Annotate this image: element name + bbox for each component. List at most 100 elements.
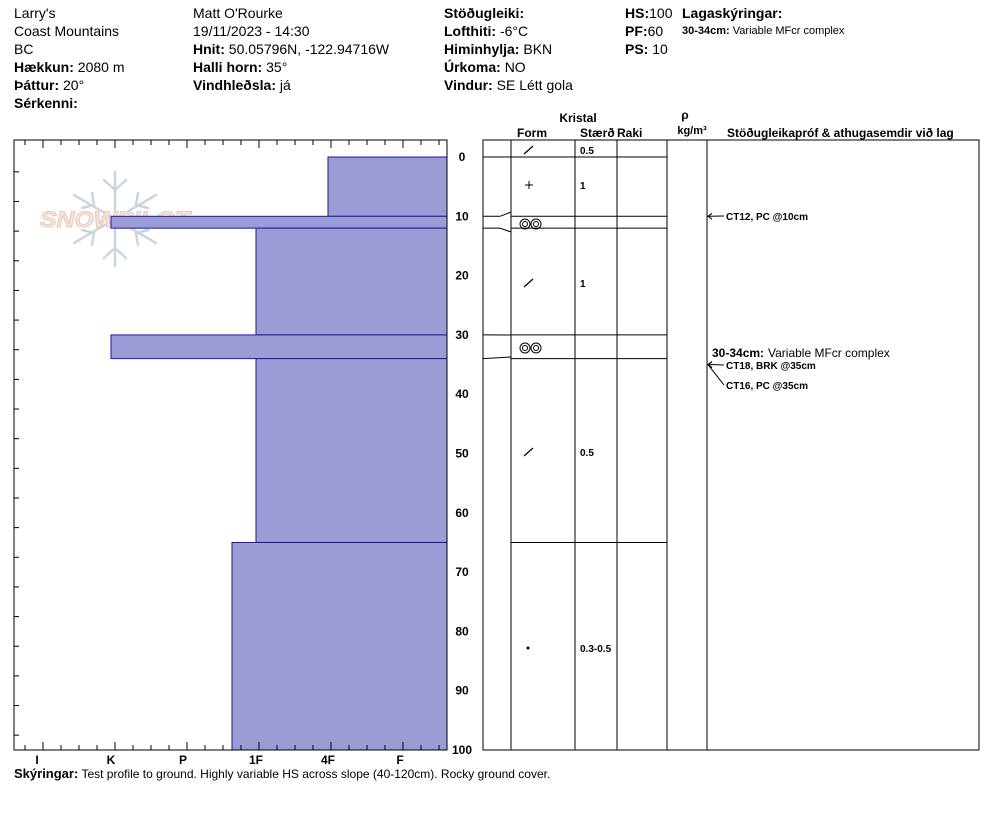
depth-label-70: 70: [455, 565, 469, 579]
observation-datetime: 19/11/2023 - 14:30: [193, 23, 310, 39]
observer-name: Matt O'Rourke: [193, 5, 283, 21]
air-temp-row: Lofthiti: -6°C: [444, 23, 529, 39]
depth-label-20: 20: [455, 269, 469, 283]
grain-size-6: 0.3-0.5: [580, 644, 612, 655]
slope-row: Halli horn: 35°: [193, 59, 288, 75]
size-header: Stærð: [580, 126, 615, 140]
precip-value: NO: [504, 59, 526, 75]
layer-table: [482, 139, 980, 751]
wind-loading-row: Vindhleðsla: já: [193, 77, 291, 93]
decomposing-fragment-icon: [523, 447, 534, 457]
aspect-row: Þáttur: 20°: [14, 77, 85, 93]
stability-test-1: CT18, BRK @35cm: [707, 361, 816, 372]
hs-row: HS:100: [625, 5, 673, 21]
header-col-4: HS:100 PF:60 PS: 10: [625, 4, 672, 58]
depth-label-90: 90: [455, 684, 469, 698]
coords-value: 50.05796N, -122.94716W: [228, 41, 390, 57]
footer-label: Skýringar:: [14, 766, 79, 781]
new-snow-icon: [525, 181, 533, 189]
elevation-row: Hækkun: 2080 m: [14, 59, 125, 75]
depth-axis-labels: 0 10 20 30 40 50 60 70 80 90 100: [452, 150, 472, 757]
header-col-1: Larry's Coast Mountains BC Hækkun: 2080 …: [14, 4, 125, 112]
aspect-value: 20°: [63, 77, 85, 93]
stability-test-0: CT12, PC @10cm: [707, 212, 808, 223]
grain-size-0: 0.5: [580, 146, 594, 157]
footer-notes: Skýringar: Test profile to ground. Highl…: [14, 766, 550, 781]
header-col-3: Stöðugleiki: Lofthiti: -6°C Himinhylja: …: [444, 4, 573, 94]
features-row: Sérkenni:: [14, 95, 78, 111]
header-col-2: Matt O'Rourke 19/11/2023 - 14:30 Hnit: 5…: [193, 4, 389, 94]
melt-freeze-crust-icon: [519, 342, 542, 354]
stability-test-label-2: CT16, PC @35cm: [726, 381, 808, 392]
crystal-header: Kristal: [559, 111, 596, 125]
depth-label-30: 30: [455, 328, 469, 342]
rho-header: ρ: [681, 108, 688, 122]
sky-value: BKN: [523, 41, 553, 57]
grain-size-3: 1: [580, 279, 586, 290]
layer-notes-title: Lagaskýringar:: [682, 5, 783, 21]
wind-loading-value: já: [279, 77, 291, 93]
decomposing-fragment-icon: [523, 145, 534, 155]
hardness-axis-ticks: [14, 140, 440, 750]
stability-test-label-0: CT12, PC @10cm: [726, 212, 808, 223]
hardness-bar-4: [255, 358, 448, 543]
depth-label-0: 0: [459, 150, 466, 164]
range-name: Coast Mountains: [14, 23, 120, 39]
layer-boundaries: [482, 156, 667, 751]
form-header: Form: [517, 126, 547, 140]
stability-test-2: CT16, PC @35cm: [707, 361, 808, 392]
header-col-5: Lagaskýringar: 30-34cm: Variable MFcr co…: [682, 4, 844, 40]
hardness-bar-5: [231, 541, 448, 751]
hardness-label-F: F: [396, 753, 403, 767]
hardness-bar-0: [327, 156, 448, 217]
depth-label-50: 50: [455, 447, 469, 461]
footer-text: Test profile to ground. Highly variable …: [81, 767, 551, 781]
ps-value: 10: [652, 41, 668, 57]
hardness-bar-3: [110, 334, 448, 360]
melt-freeze-crust-icon: [519, 218, 542, 230]
hs-value: 100: [649, 5, 673, 21]
hardness-bar-2: [255, 227, 448, 336]
stability-tests: CT12, PC @10cm CT18, BRK @35cm CT16, PC @3…: [707, 212, 816, 392]
wind-row: Vindur: SE Létt gola: [444, 77, 573, 93]
hardness-label-4F: 4F: [321, 753, 335, 767]
layer-note-row: 30-34cm: Variable MFcr complex: [682, 25, 845, 37]
density-unit-header: kg/m³: [677, 125, 707, 137]
elevation-value: 2080 m: [77, 59, 125, 75]
comment-range: 30-34cm:: [712, 346, 764, 360]
depth-label-60: 60: [455, 506, 469, 520]
hardness-plot-frame: [13, 139, 448, 751]
air-temp-value: -6°C: [499, 23, 529, 39]
layer-note-text: Variable MFcr complex: [732, 25, 845, 37]
hardness-label-1F: 1F: [249, 753, 263, 767]
depth-label-40: 40: [455, 387, 469, 401]
layer-connector-1: [483, 227, 512, 233]
wind-value: SE Létt gola: [496, 77, 573, 93]
layer-connector-0: [483, 211, 512, 217]
layer-rows: 0.5 1 1 0.5 0.3-0.5: [519, 145, 612, 655]
depth-label-100: 100: [452, 743, 472, 757]
slope-value: 35°: [266, 59, 288, 75]
layer-connector-b1: [482, 356, 512, 360]
stability-row: Stöðugleiki:: [444, 5, 525, 21]
precip-row: Úrkoma: NO: [444, 59, 526, 75]
layer-table-border: [482, 139, 980, 751]
sky-row: Himinhylja: BKN: [444, 41, 553, 57]
grain-size-5: 0.5: [580, 448, 594, 459]
moisture-header: Raki: [617, 126, 642, 140]
hardness-label-P: P: [179, 753, 187, 767]
hardness-axis-labels: I K P 1F 4F F: [35, 753, 403, 767]
hardness-bars: [110, 156, 448, 751]
pf-value: 60: [647, 23, 664, 39]
location-name: Larry's: [14, 5, 56, 21]
hardness-label-I: I: [35, 753, 38, 767]
hardness-bar-1: [110, 215, 448, 229]
rounded-grain-icon: [526, 646, 530, 650]
pf-row: PF:60: [625, 23, 664, 39]
stability-test-label-1: CT18, BRK @35cm: [726, 361, 816, 372]
decomposing-fragment-icon: [523, 278, 534, 288]
depth-label-10: 10: [455, 209, 469, 223]
grain-size-1: 1: [580, 181, 586, 192]
tests-header: Stöðugleikapróf & athugasemdir við lag: [727, 126, 954, 140]
